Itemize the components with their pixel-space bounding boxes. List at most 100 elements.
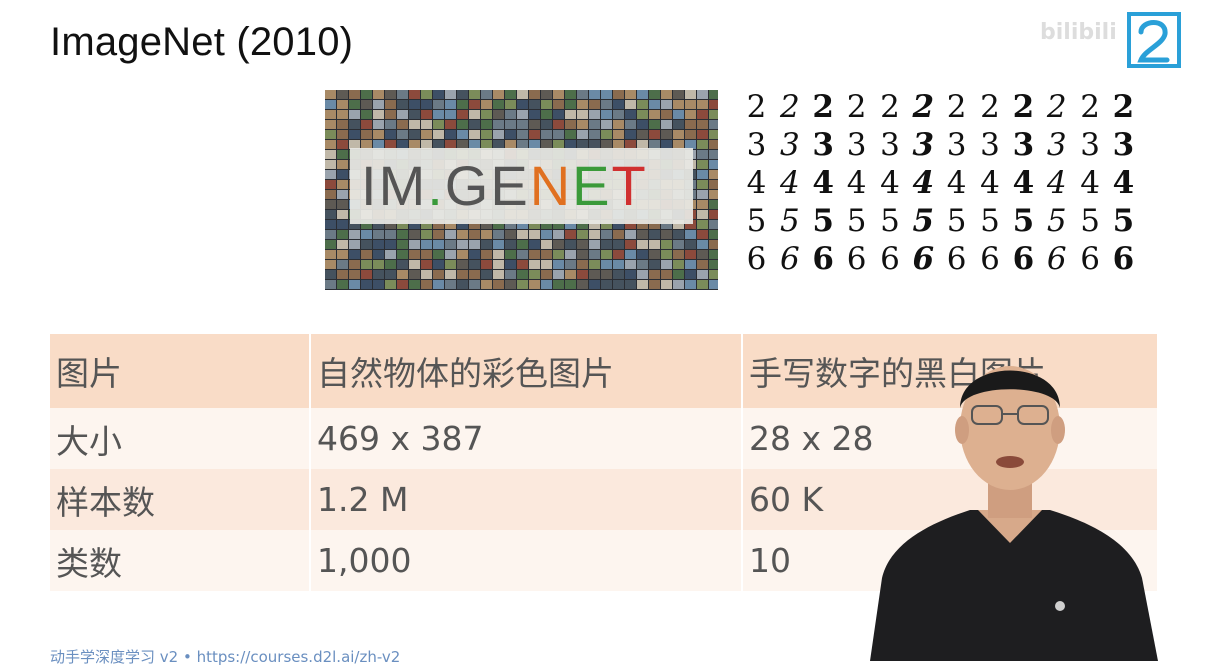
table-cell: 28 x 28 — [742, 408, 1159, 469]
mnist-digit: 3 — [980, 127, 1000, 163]
mnist-digit: 5 — [880, 203, 900, 239]
mnist-digit: 4 — [1112, 165, 1135, 201]
mosaic-tile — [325, 100, 336, 109]
mosaic-tile — [421, 140, 432, 149]
mnist-digit: 2 — [746, 89, 767, 125]
mosaic-tile — [337, 200, 348, 209]
mosaic-tile — [409, 110, 420, 119]
mosaic-tile — [601, 140, 612, 149]
imagenet-letter: E — [572, 154, 612, 217]
mosaic-tile — [493, 100, 504, 109]
mosaic-tile — [625, 130, 636, 139]
mosaic-tile — [361, 220, 372, 229]
mosaic-tile — [637, 90, 648, 99]
mnist-digit: 6 — [880, 241, 900, 277]
mnist-digit: 2 — [912, 89, 935, 125]
mosaic-tile — [529, 250, 540, 259]
mosaic-tile — [685, 90, 696, 99]
mosaic-tile — [685, 270, 696, 279]
mosaic-tile — [697, 240, 708, 249]
mosaic-tile — [325, 130, 336, 139]
mosaic-tile — [709, 220, 718, 229]
imagenet-letter: N — [529, 154, 573, 217]
mosaic-tile — [457, 140, 468, 149]
mosaic-tile — [565, 280, 576, 289]
mosaic-tile — [697, 100, 708, 109]
mosaic-tile — [517, 250, 528, 259]
mosaic-tile — [505, 260, 516, 269]
mnist-digit: 6 — [812, 241, 834, 277]
mosaic-tile — [577, 270, 588, 279]
mosaic-tile — [457, 220, 468, 229]
mosaic-tile — [625, 220, 636, 229]
mosaic-tile — [337, 240, 348, 249]
mosaic-tile — [565, 250, 576, 259]
mosaic-tile — [457, 90, 468, 99]
mosaic-tile — [637, 270, 648, 279]
mosaic-tile — [325, 200, 336, 209]
mosaic-tile — [613, 220, 624, 229]
mosaic-tile — [601, 270, 612, 279]
course-footer-link[interactable]: 动手学深度学习 v2 • https://courses.d2l.ai/zh-v… — [50, 648, 401, 666]
mosaic-tile — [613, 240, 624, 249]
table-row: 样本数 1.2 M 60 K — [50, 469, 1159, 530]
mnist-digit: 6 — [846, 241, 867, 277]
mosaic-tile — [385, 250, 396, 259]
mosaic-tile — [673, 130, 684, 139]
mosaic-tile — [349, 130, 360, 139]
mosaic-tile — [673, 100, 684, 109]
mosaic-tile — [613, 250, 624, 259]
mosaic-tile — [421, 110, 432, 119]
mosaic-tile — [385, 230, 396, 239]
mnist-digit: 5 — [812, 203, 834, 239]
mosaic-tile — [565, 230, 576, 239]
mosaic-tile — [457, 110, 468, 119]
mosaic-tile — [649, 120, 660, 129]
mosaic-tile — [337, 260, 348, 269]
mosaic-tile — [349, 110, 360, 119]
mosaic-tile — [589, 270, 600, 279]
mosaic-tile — [661, 270, 672, 279]
mosaic-tile — [709, 100, 718, 109]
mosaic-tile — [409, 140, 420, 149]
mosaic-tile — [649, 220, 660, 229]
mosaic-tile — [385, 140, 396, 149]
mosaic-tile — [433, 280, 444, 289]
mosaic-tile — [649, 240, 660, 249]
mosaic-tile — [325, 250, 336, 259]
mosaic-tile — [673, 220, 684, 229]
mosaic-tile — [709, 150, 718, 159]
mosaic-tile — [697, 120, 708, 129]
mosaic-tile — [469, 130, 480, 139]
mnist-digit: 5 — [1012, 203, 1035, 239]
mosaic-tile — [409, 220, 420, 229]
mosaic-tile — [553, 220, 564, 229]
mosaic-tile — [325, 110, 336, 119]
mosaic-tile — [649, 260, 660, 269]
mosaic-tile — [481, 110, 492, 119]
mosaic-tile — [409, 240, 420, 249]
mosaic-tile — [349, 90, 360, 99]
mosaic-tile — [577, 260, 588, 269]
mosaic-tile — [541, 120, 552, 129]
mosaic-tile — [601, 100, 612, 109]
mosaic-tile — [637, 240, 648, 249]
mosaic-tile — [577, 90, 588, 99]
mosaic-tile — [697, 170, 708, 179]
mosaic-tile — [529, 260, 540, 269]
mosaic-tile — [373, 110, 384, 119]
mosaic-tile — [517, 270, 528, 279]
mosaic-tile — [325, 220, 336, 229]
mosaic-tile — [649, 270, 660, 279]
mnist-digit: 6 — [1012, 241, 1035, 277]
mosaic-tile — [553, 90, 564, 99]
mosaic-tile — [505, 120, 516, 129]
mnist-digit: 6 — [912, 241, 935, 277]
mosaic-tile — [433, 240, 444, 249]
mosaic-tile — [697, 180, 708, 189]
mosaic-tile — [577, 100, 588, 109]
mnist-digit: 4 — [779, 165, 800, 201]
